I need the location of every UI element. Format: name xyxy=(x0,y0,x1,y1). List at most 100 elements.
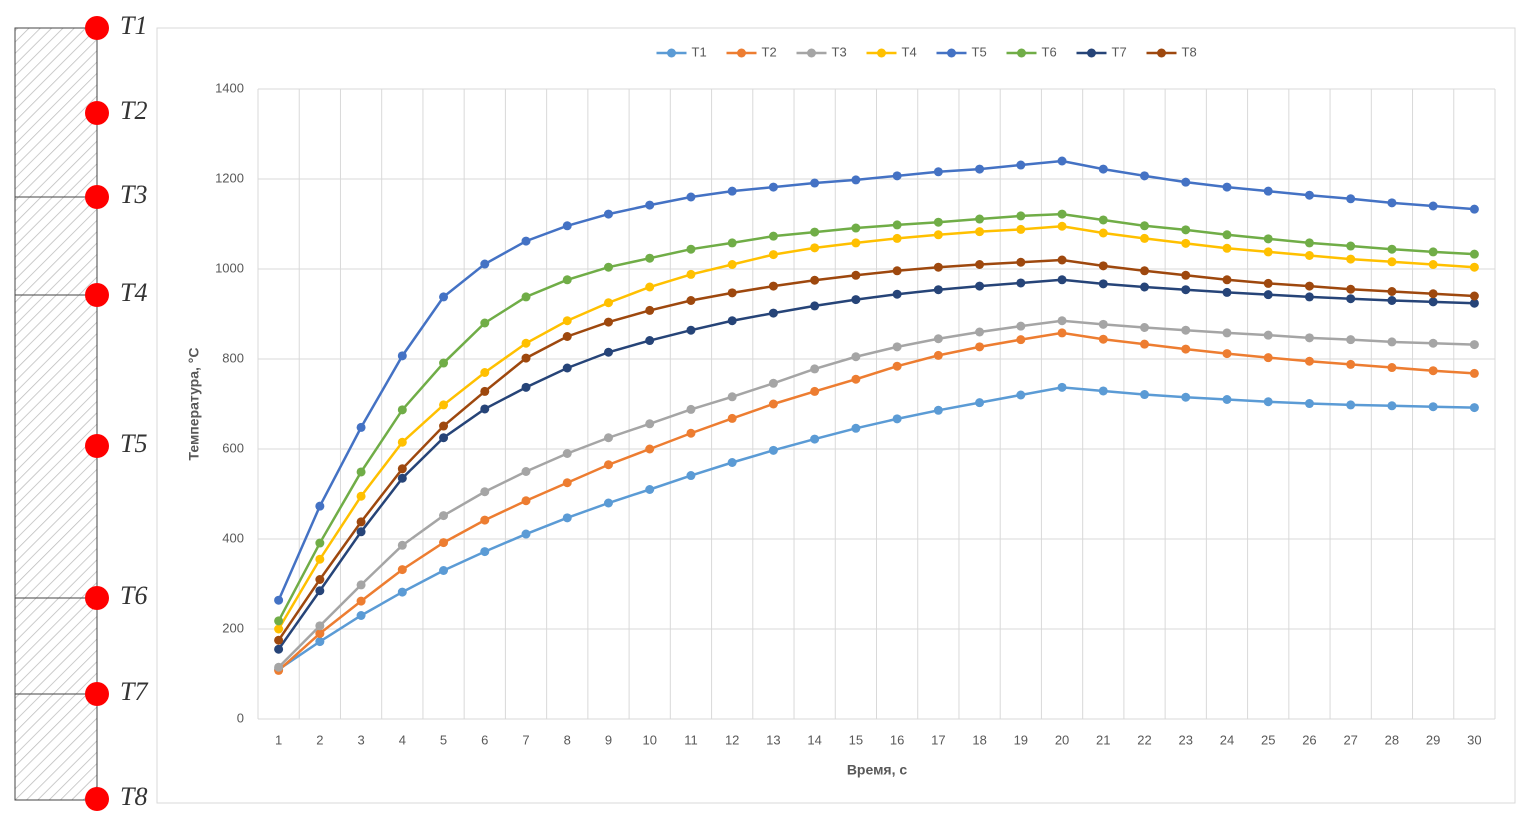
x-tick-label: 28 xyxy=(1385,732,1399,747)
x-tick-label: 16 xyxy=(890,732,904,747)
sensor-dot xyxy=(85,787,109,811)
data-point xyxy=(768,308,778,318)
data-point xyxy=(480,547,490,557)
data-point xyxy=(727,186,737,196)
data-point xyxy=(1057,382,1067,392)
data-point xyxy=(851,223,861,233)
series-line xyxy=(277,212,1475,622)
data-point xyxy=(480,515,490,525)
data-point xyxy=(397,540,407,550)
data-point xyxy=(1057,156,1067,166)
data-point xyxy=(397,437,407,447)
data-point xyxy=(892,414,902,424)
data-point xyxy=(521,382,531,392)
sensor-dot xyxy=(85,586,109,610)
x-tick-label: 10 xyxy=(642,732,656,747)
x-tick-label: 9 xyxy=(605,732,612,747)
data-point xyxy=(1098,386,1108,396)
data-point xyxy=(1098,279,1108,289)
y-tick-label: 1000 xyxy=(215,260,244,275)
data-point xyxy=(810,364,820,374)
data-point xyxy=(1016,278,1026,288)
data-point xyxy=(1098,261,1108,271)
y-axis-label: Температура, °С xyxy=(186,347,202,460)
legend-label: T5 xyxy=(972,44,987,59)
data-point xyxy=(645,419,655,429)
data-point xyxy=(1387,296,1397,305)
data-point xyxy=(521,338,531,348)
data-point xyxy=(1016,335,1026,345)
data-point xyxy=(1098,164,1108,174)
data-point xyxy=(1181,392,1191,402)
data-point xyxy=(1263,290,1273,300)
x-tick-label: 19 xyxy=(1014,732,1028,747)
data-point xyxy=(439,421,449,431)
data-point xyxy=(686,471,696,481)
x-tick-label: 5 xyxy=(440,732,447,747)
data-point xyxy=(1222,349,1232,359)
data-point xyxy=(851,295,861,305)
data-point xyxy=(1222,230,1232,240)
data-point xyxy=(356,517,366,527)
data-point xyxy=(892,171,902,181)
x-tick-label: 25 xyxy=(1261,732,1275,747)
data-point xyxy=(397,473,407,483)
data-point xyxy=(1140,171,1150,181)
x-tick-label: 6 xyxy=(481,732,488,747)
data-point xyxy=(603,347,613,357)
data-point xyxy=(397,464,407,474)
data-point xyxy=(768,378,778,388)
data-point xyxy=(1428,297,1438,307)
data-point xyxy=(439,358,449,368)
data-point xyxy=(1387,337,1397,347)
data-point xyxy=(1181,270,1191,280)
data-point xyxy=(1346,335,1356,345)
data-point xyxy=(1469,204,1479,214)
data-point xyxy=(1016,390,1026,400)
data-point xyxy=(810,178,820,188)
legend-label: T7 xyxy=(1112,44,1127,59)
data-point xyxy=(727,316,737,326)
data-point xyxy=(480,259,490,269)
sensor-dot xyxy=(85,185,109,209)
data-point xyxy=(933,230,943,240)
data-point xyxy=(1181,177,1191,187)
x-tick-label: 7 xyxy=(522,732,529,747)
sensor-label: T6 xyxy=(120,581,147,610)
data-point xyxy=(892,342,902,352)
data-point xyxy=(933,262,943,272)
data-point xyxy=(1387,287,1397,296)
x-tick-label: 3 xyxy=(357,732,364,747)
data-point xyxy=(1346,194,1356,204)
data-point xyxy=(686,269,696,279)
data-point xyxy=(645,282,655,292)
data-point xyxy=(439,566,449,575)
data-point xyxy=(975,342,985,352)
data-point xyxy=(686,428,696,438)
data-point xyxy=(439,538,449,548)
data-point xyxy=(562,332,572,341)
x-tick-label: 13 xyxy=(766,732,780,747)
data-point xyxy=(1387,363,1397,373)
data-point xyxy=(1304,356,1314,366)
data-point xyxy=(1222,328,1232,338)
data-point xyxy=(562,221,572,231)
y-tick-label: 200 xyxy=(222,620,244,635)
data-point xyxy=(645,253,655,263)
data-point xyxy=(1140,323,1150,332)
y-tick-label: 1200 xyxy=(215,170,244,185)
data-point xyxy=(1016,224,1026,234)
legend-marker xyxy=(737,48,746,58)
data-point xyxy=(851,270,861,280)
data-point xyxy=(356,596,366,606)
y-tick-label: 800 xyxy=(222,350,244,365)
data-point xyxy=(480,368,490,377)
data-point xyxy=(562,275,572,285)
chart-frame xyxy=(156,27,1516,804)
data-point xyxy=(274,635,284,645)
data-point xyxy=(810,434,820,444)
data-point xyxy=(1428,338,1438,348)
data-point xyxy=(933,405,943,415)
data-point xyxy=(1346,241,1356,251)
x-tick-label: 14 xyxy=(807,732,821,747)
